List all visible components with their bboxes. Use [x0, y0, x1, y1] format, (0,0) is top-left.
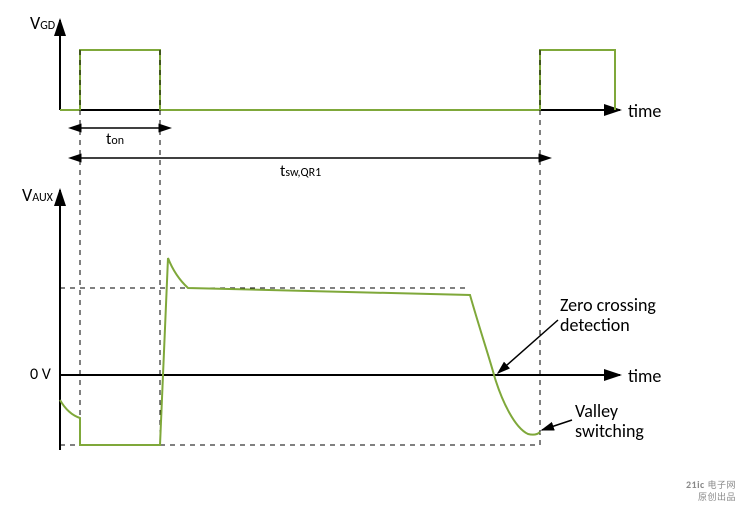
- zero-crossing-annotation: Zero crossing detection: [560, 296, 656, 336]
- watermark: 21ic 电子网 原创出品: [686, 479, 736, 503]
- zero-v-label: 0 V: [30, 365, 51, 384]
- ton-label: ton: [106, 130, 124, 149]
- bottom-time-label: time: [628, 365, 661, 387]
- tsw-label: tsw,QR1: [280, 162, 321, 181]
- top-time-label: time: [628, 100, 661, 122]
- vaux-label: VAUX: [22, 184, 53, 206]
- vgd-waveform: [60, 50, 615, 110]
- valley-switching-arrow: [542, 420, 572, 430]
- valley-switching-annotation: Valley switching: [575, 402, 644, 442]
- vaux-waveform: [60, 258, 540, 445]
- vgd-label: VGD: [30, 12, 55, 34]
- zero-crossing-arrow: [498, 320, 558, 373]
